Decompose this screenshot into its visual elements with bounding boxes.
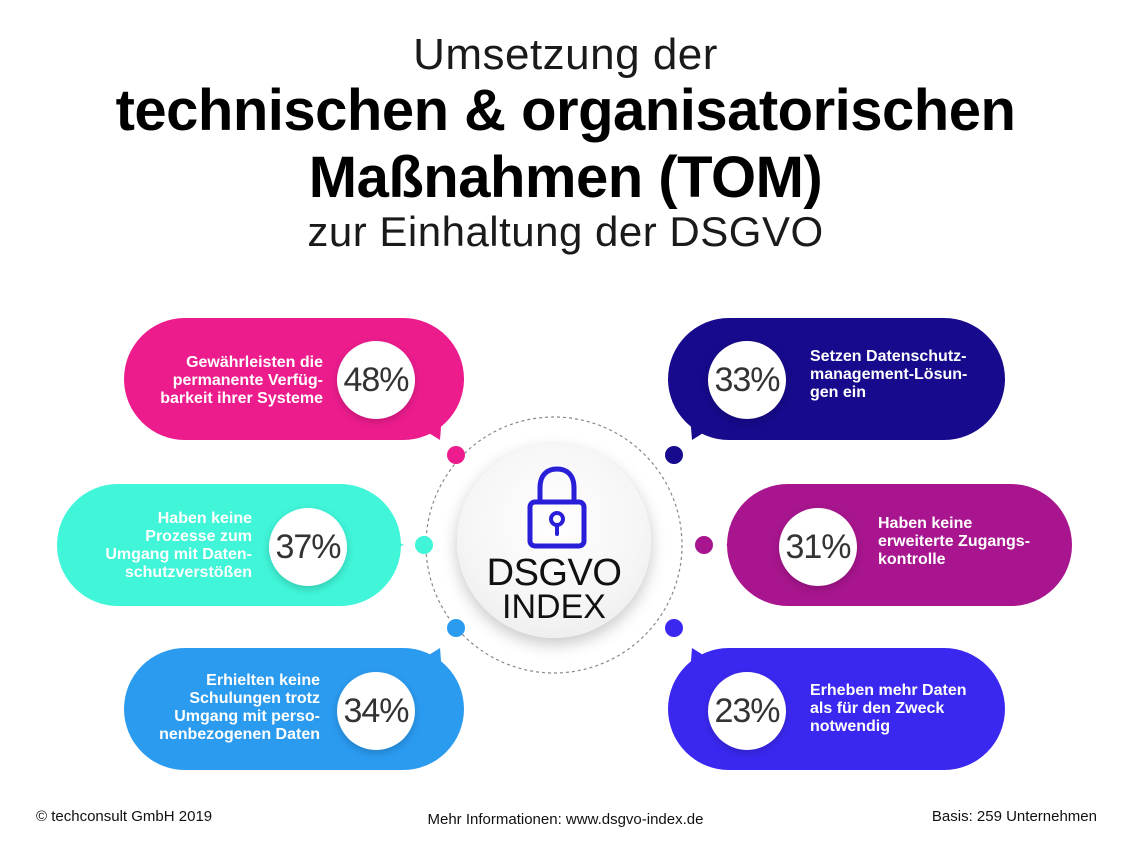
connector-dot — [695, 536, 713, 554]
connector-dot — [665, 446, 683, 464]
percentage-value: 34% — [337, 672, 415, 750]
footer-info-link: Mehr Informationen: www.dsgvo-index.de — [427, 811, 704, 828]
dashed-ring — [425, 416, 683, 674]
percentage-value: 31% — [779, 508, 857, 586]
title-line-4: zur Einhaltung der DSGVO — [307, 208, 824, 255]
padlock-icon — [527, 466, 587, 549]
stat-label: Erheben mehr Daten als für den Zweck not… — [810, 682, 967, 735]
connector-dot — [415, 536, 433, 554]
logo-text-index: INDEX — [502, 588, 606, 626]
percentage-value: 37% — [269, 508, 347, 586]
logo-text-dsgvo: DSGVO — [486, 552, 622, 594]
percentage-value: 48% — [337, 341, 415, 419]
title-line-1: Umsetzung der — [413, 30, 718, 79]
stat-label: Gewährleisten die permanente Verfüg- bar… — [160, 354, 323, 407]
title-line-3: Maßnahmen (TOM) — [308, 145, 823, 210]
stat-label: Haben keine Prozesse zum Umgang mit Date… — [105, 510, 252, 581]
connector-dot — [447, 446, 465, 464]
stat-label: Haben keine erweiterte Zugangs- kontroll… — [878, 515, 1031, 568]
stat-label: Setzen Datenschutz- management-Lösun- ge… — [810, 348, 968, 401]
center-circle — [457, 444, 651, 638]
connector-dot — [665, 619, 683, 637]
footer-basis: Basis: 259 Unternehmen — [931, 808, 1097, 825]
percentage-value: 23% — [708, 672, 786, 750]
stat-label: Erhielten keine Schulungen trotz Umgang … — [159, 672, 320, 743]
connector-dot — [447, 619, 465, 637]
footer-copyright: © techconsult GmbH 2019 — [36, 808, 213, 825]
title-line-2: technischen & organisatorischen — [115, 78, 1016, 143]
percentage-value: 33% — [708, 341, 786, 419]
